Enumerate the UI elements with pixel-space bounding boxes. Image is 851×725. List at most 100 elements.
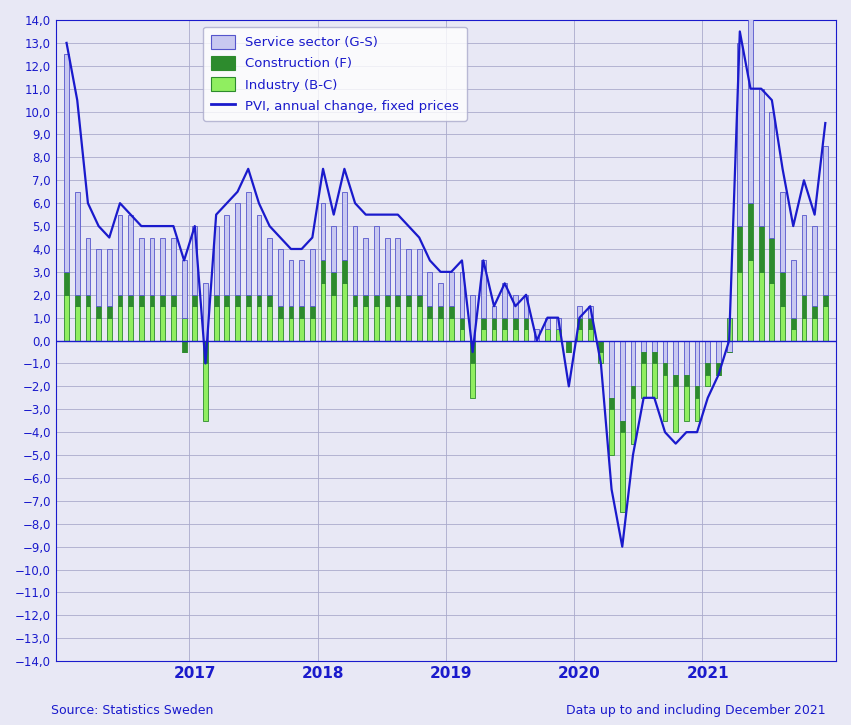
Bar	[96, 306, 101, 318]
Bar	[235, 203, 240, 295]
Bar	[673, 375, 678, 386]
Bar	[620, 432, 625, 513]
Bar	[556, 318, 561, 329]
Bar	[363, 306, 368, 341]
Bar	[652, 341, 657, 352]
Text: Data up to and including December 2021: Data up to and including December 2021	[566, 704, 825, 717]
Bar	[214, 306, 219, 341]
Bar	[225, 215, 229, 295]
Bar	[684, 375, 688, 386]
Bar	[203, 341, 208, 363]
Bar	[673, 341, 678, 375]
Bar	[117, 306, 123, 341]
Bar	[310, 306, 315, 318]
Bar	[567, 341, 571, 352]
Bar	[310, 249, 315, 306]
Bar	[129, 295, 133, 306]
Bar	[246, 191, 251, 295]
Bar	[738, 272, 742, 341]
Text: Source: Statistics Sweden: Source: Statistics Sweden	[51, 704, 214, 717]
Bar	[171, 238, 176, 295]
Bar	[300, 260, 304, 306]
Bar	[396, 238, 400, 295]
Bar	[759, 272, 763, 341]
Bar	[684, 341, 688, 375]
Bar	[427, 272, 432, 306]
Bar	[642, 363, 646, 398]
Bar	[705, 341, 711, 363]
Bar	[652, 352, 657, 363]
Bar	[406, 306, 411, 341]
Bar	[385, 295, 390, 306]
Bar	[139, 295, 144, 306]
Bar	[802, 215, 807, 295]
Bar	[321, 283, 325, 341]
Bar	[609, 410, 614, 455]
Bar	[225, 306, 229, 341]
Bar	[267, 306, 272, 341]
Bar	[331, 272, 336, 295]
Bar	[812, 306, 817, 318]
Bar	[609, 341, 614, 398]
Bar	[492, 306, 496, 318]
Bar	[75, 191, 80, 295]
Bar	[117, 215, 123, 295]
Bar	[374, 306, 379, 341]
Bar	[502, 283, 507, 318]
Bar	[374, 226, 379, 295]
Bar	[738, 226, 742, 272]
Bar	[256, 215, 261, 295]
Bar	[85, 295, 90, 306]
Bar	[727, 341, 732, 352]
Bar	[75, 295, 80, 306]
Bar	[129, 215, 133, 295]
Bar	[481, 260, 486, 318]
Bar	[214, 295, 219, 306]
Bar	[577, 306, 582, 318]
Bar	[267, 238, 272, 295]
Bar	[513, 318, 517, 329]
Bar	[694, 398, 700, 420]
Bar	[631, 398, 636, 444]
Bar	[588, 318, 592, 329]
Bar	[129, 306, 133, 341]
Bar	[780, 191, 785, 272]
Bar	[374, 295, 379, 306]
Bar	[246, 295, 251, 306]
Bar	[502, 329, 507, 341]
Bar	[652, 363, 657, 398]
Bar	[727, 318, 732, 341]
Bar	[300, 318, 304, 341]
Bar	[85, 306, 90, 341]
Bar	[278, 318, 283, 341]
Bar	[748, 260, 753, 341]
Bar	[331, 295, 336, 341]
Bar	[663, 363, 667, 375]
Bar	[738, 43, 742, 226]
Bar	[96, 318, 101, 341]
Bar	[673, 386, 678, 432]
Bar	[823, 295, 828, 306]
Bar	[96, 249, 101, 306]
Bar	[716, 363, 721, 375]
Bar	[694, 386, 700, 398]
Bar	[203, 283, 208, 341]
Bar	[588, 329, 592, 341]
Bar	[160, 238, 165, 295]
Bar	[352, 306, 357, 341]
Bar	[342, 191, 347, 260]
Bar	[288, 306, 294, 318]
Bar	[182, 341, 186, 352]
Bar	[192, 295, 197, 306]
Bar	[64, 295, 69, 341]
Bar	[342, 260, 347, 283]
Bar	[288, 318, 294, 341]
Bar	[139, 238, 144, 295]
Bar	[321, 260, 325, 283]
Bar	[192, 306, 197, 341]
Bar	[663, 375, 667, 420]
Bar	[352, 226, 357, 295]
Bar	[694, 341, 700, 386]
Bar	[171, 306, 176, 341]
Bar	[406, 249, 411, 295]
